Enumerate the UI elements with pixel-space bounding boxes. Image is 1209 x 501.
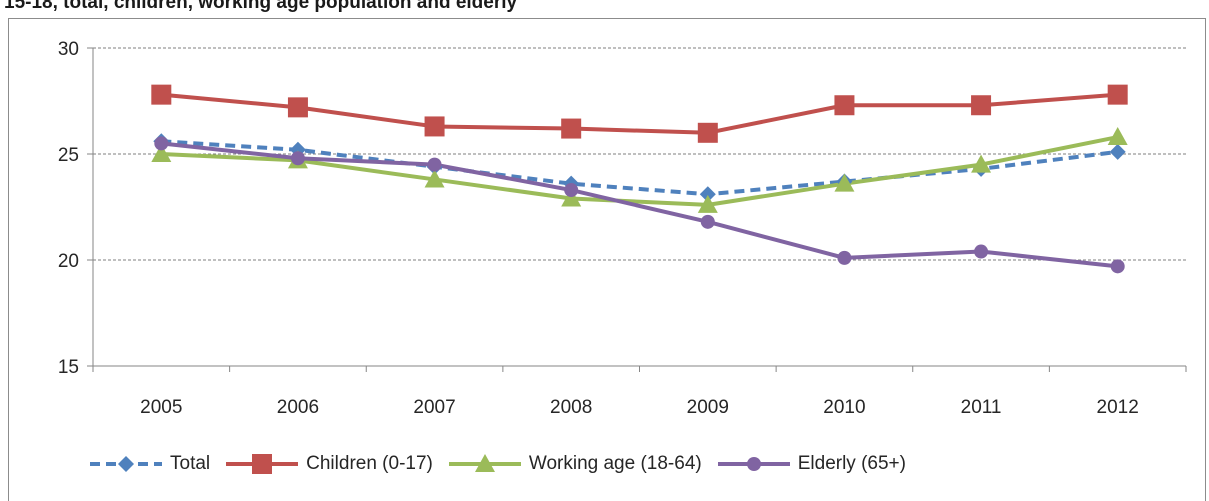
x-tick-label: 2008 xyxy=(550,397,592,418)
data-point-series-3 xyxy=(564,183,579,198)
y-tick-label: 30 xyxy=(58,39,79,60)
x-tick-label: 2005 xyxy=(140,397,182,418)
data-point-series-2 xyxy=(424,169,445,188)
data-point-series-2 xyxy=(697,194,718,213)
x-tick-label: 2010 xyxy=(823,397,865,418)
data-point-series-1 xyxy=(287,97,308,118)
data-point-series-0 xyxy=(699,186,716,203)
data-point-series-1 xyxy=(424,116,445,137)
data-point-series-1 xyxy=(1107,84,1128,105)
legend-marker xyxy=(474,454,495,472)
data-point-series-1 xyxy=(151,84,172,105)
y-tick-label: 20 xyxy=(58,251,79,272)
data-point-series-1 xyxy=(834,95,855,116)
y-tick-label: 15 xyxy=(58,357,79,378)
legend-label: Children (0-17) xyxy=(306,453,433,474)
data-point-series-2 xyxy=(561,188,582,207)
x-tick-label: 2007 xyxy=(413,397,455,418)
series-line-1 xyxy=(161,92,1118,135)
data-point-series-3 xyxy=(290,151,305,166)
legend-swatch xyxy=(717,457,790,471)
legend-marker xyxy=(746,457,761,471)
data-point-series-1 xyxy=(697,122,718,143)
data-point-series-2 xyxy=(971,154,992,173)
data-point-series-3 xyxy=(700,214,715,229)
data-point-series-2 xyxy=(151,144,172,162)
legend-label: Total xyxy=(170,453,211,474)
legend-item: Children (0-17) xyxy=(222,452,433,476)
chart-frame xyxy=(8,18,1206,501)
chart-legend: Total Children (0-17) Working age (18-64) E… xyxy=(86,449,918,479)
legend-marker xyxy=(252,454,273,474)
x-tick-label: 2011 xyxy=(961,397,1002,418)
data-point-series-1 xyxy=(971,95,992,116)
series-line-0 xyxy=(161,139,1118,197)
legend-item: Total xyxy=(86,452,210,476)
data-point-series-3 xyxy=(427,157,442,172)
legend-item: Elderly (65+) xyxy=(714,452,906,476)
legend-swatch xyxy=(90,456,162,472)
legend-marker xyxy=(118,456,134,472)
series-line-3 xyxy=(161,141,1118,269)
legend-item: Working age (18-64) xyxy=(445,452,702,476)
data-point-series-3 xyxy=(1110,259,1125,274)
data-point-series-3 xyxy=(837,250,852,265)
y-tick-label: 25 xyxy=(58,145,79,166)
series-line-2 xyxy=(161,135,1119,207)
chart-title: 15-18, total, children, working age popu… xyxy=(4,0,518,13)
data-point-series-2 xyxy=(834,173,855,192)
legend-label: Elderly (65+) xyxy=(797,453,906,474)
x-tick-label: 2006 xyxy=(277,397,319,418)
data-point-series-0 xyxy=(1109,143,1126,160)
legend-swatch xyxy=(448,454,521,472)
data-point-series-2 xyxy=(1107,127,1128,146)
legend-label: Working age (18-64) xyxy=(528,453,702,474)
data-point-series-3 xyxy=(974,244,989,259)
legend-swatch xyxy=(226,454,299,474)
data-point-series-3 xyxy=(154,136,169,151)
data-point-series-1 xyxy=(561,118,582,139)
x-tick-label: 2009 xyxy=(687,397,729,418)
x-tick-label: 2012 xyxy=(1097,397,1139,418)
